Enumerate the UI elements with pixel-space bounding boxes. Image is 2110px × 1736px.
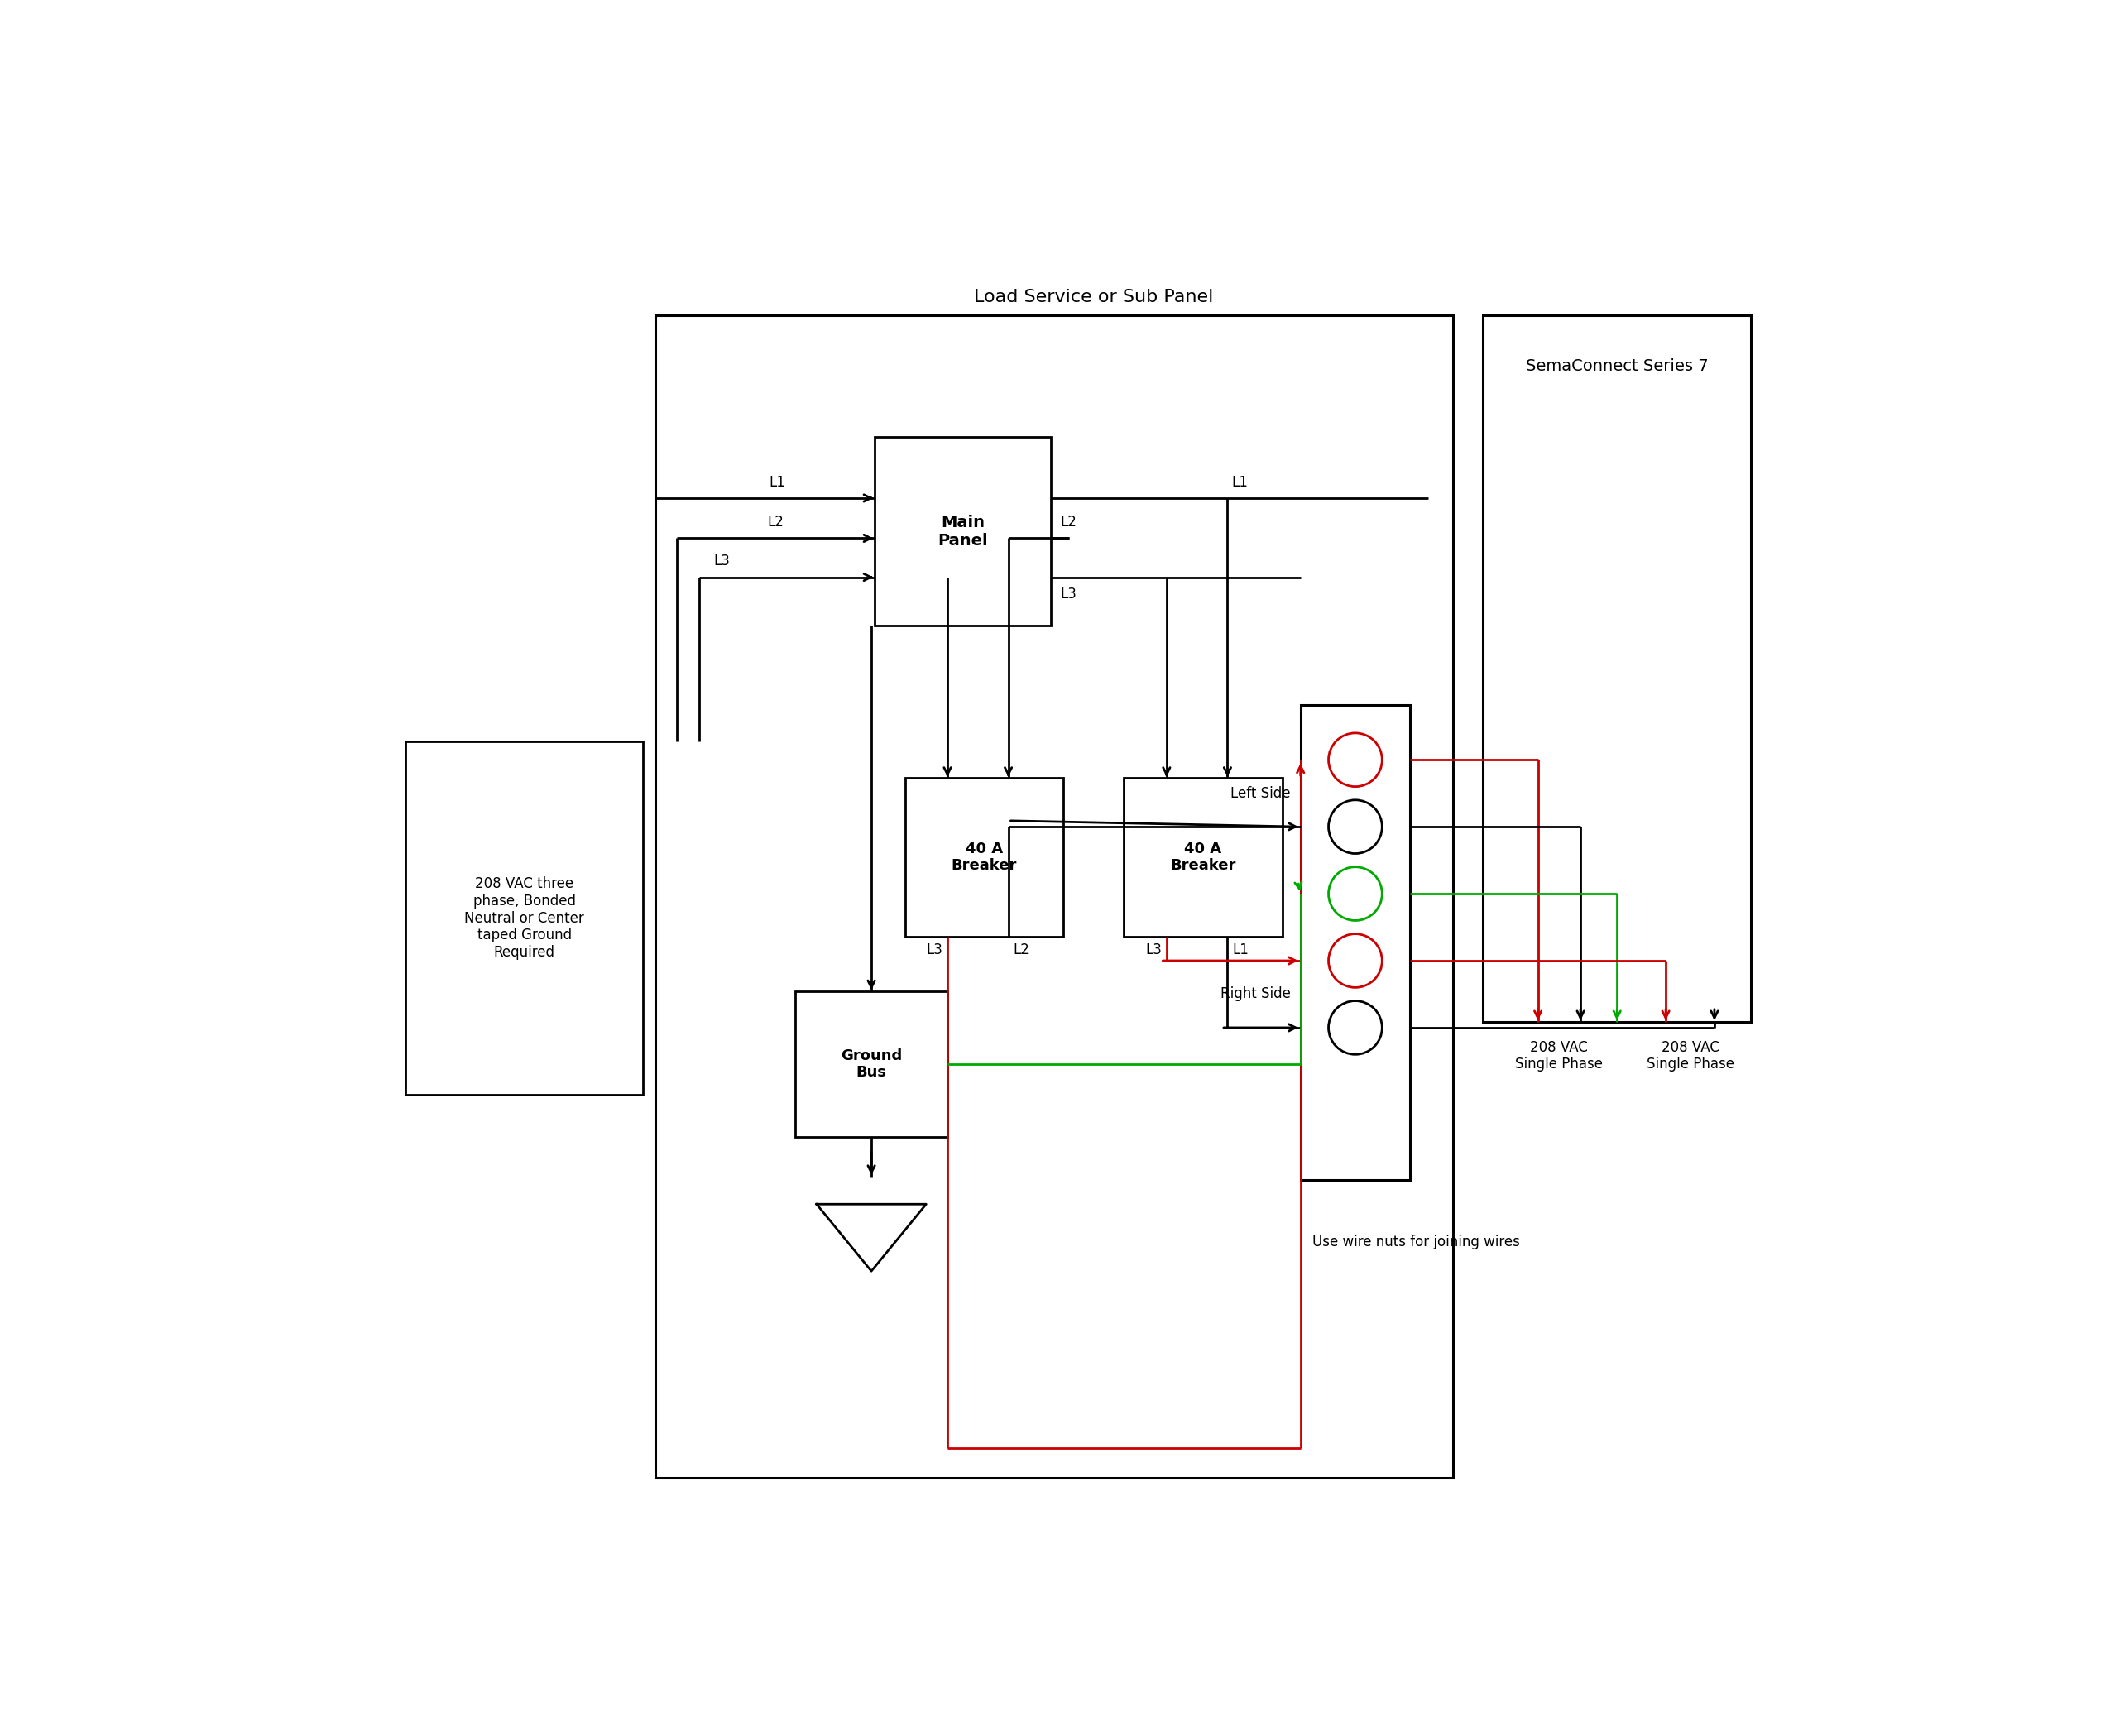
Bar — [1125, 778, 1283, 936]
Circle shape — [1329, 800, 1382, 854]
Text: Use wire nuts for joining wires: Use wire nuts for joining wires — [1312, 1234, 1521, 1250]
Text: L2: L2 — [768, 516, 785, 529]
Text: L1: L1 — [768, 474, 785, 490]
Bar — [874, 437, 1051, 627]
Text: L3: L3 — [1061, 587, 1076, 602]
Text: L1: L1 — [1232, 474, 1247, 490]
Bar — [1300, 705, 1409, 1180]
Text: 208 VAC
Single Phase: 208 VAC Single Phase — [1515, 1040, 1604, 1071]
Text: L2: L2 — [1061, 516, 1076, 529]
Text: Main
Panel: Main Panel — [937, 514, 987, 549]
Text: Right Side: Right Side — [1220, 986, 1291, 1002]
Bar — [656, 316, 1452, 1477]
Text: Left Side: Left Side — [1230, 786, 1291, 800]
Text: L2: L2 — [1013, 943, 1030, 957]
Text: SemaConnect Series 7: SemaConnect Series 7 — [1526, 358, 1709, 373]
Text: L1: L1 — [1232, 943, 1249, 957]
Text: L3: L3 — [1146, 943, 1163, 957]
Circle shape — [1329, 866, 1382, 920]
Circle shape — [1329, 934, 1382, 988]
Text: L3: L3 — [713, 554, 730, 569]
Bar — [905, 778, 1063, 936]
Circle shape — [1329, 1002, 1382, 1054]
Text: 208 VAC
Single Phase: 208 VAC Single Phase — [1646, 1040, 1734, 1071]
Text: Ground
Bus: Ground Bus — [840, 1049, 903, 1080]
Text: Load Service or Sub Panel: Load Service or Sub Panel — [975, 290, 1213, 306]
Bar — [405, 741, 644, 1095]
Text: L3: L3 — [926, 943, 943, 957]
Bar — [1483, 316, 1751, 1021]
Circle shape — [1329, 733, 1382, 786]
Bar — [795, 991, 947, 1137]
Text: 40 A
Breaker: 40 A Breaker — [1171, 842, 1236, 873]
Text: 40 A
Breaker: 40 A Breaker — [952, 842, 1017, 873]
Text: 208 VAC three
phase, Bonded
Neutral or Center
taped Ground
Required: 208 VAC three phase, Bonded Neutral or C… — [464, 877, 584, 960]
